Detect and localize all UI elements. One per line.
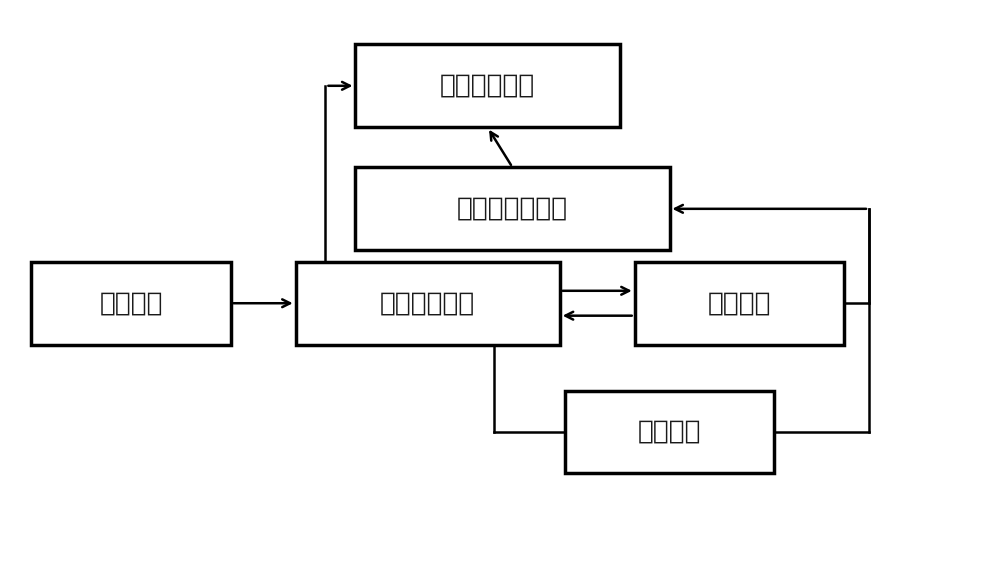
Text: 常温解吸装置: 常温解吸装置	[380, 290, 475, 316]
FancyBboxPatch shape	[31, 262, 231, 345]
Text: 活性炭再生装置: 活性炭再生装置	[457, 196, 568, 222]
FancyBboxPatch shape	[565, 390, 774, 473]
Text: 尾气处理装置: 尾气处理装置	[440, 73, 535, 99]
FancyBboxPatch shape	[296, 262, 560, 345]
Text: 通风装置: 通风装置	[638, 419, 701, 445]
Text: 出料装置: 出料装置	[708, 290, 771, 316]
FancyBboxPatch shape	[355, 167, 670, 250]
FancyBboxPatch shape	[635, 262, 844, 345]
FancyBboxPatch shape	[355, 44, 620, 127]
Text: 进料装置: 进料装置	[99, 290, 163, 316]
